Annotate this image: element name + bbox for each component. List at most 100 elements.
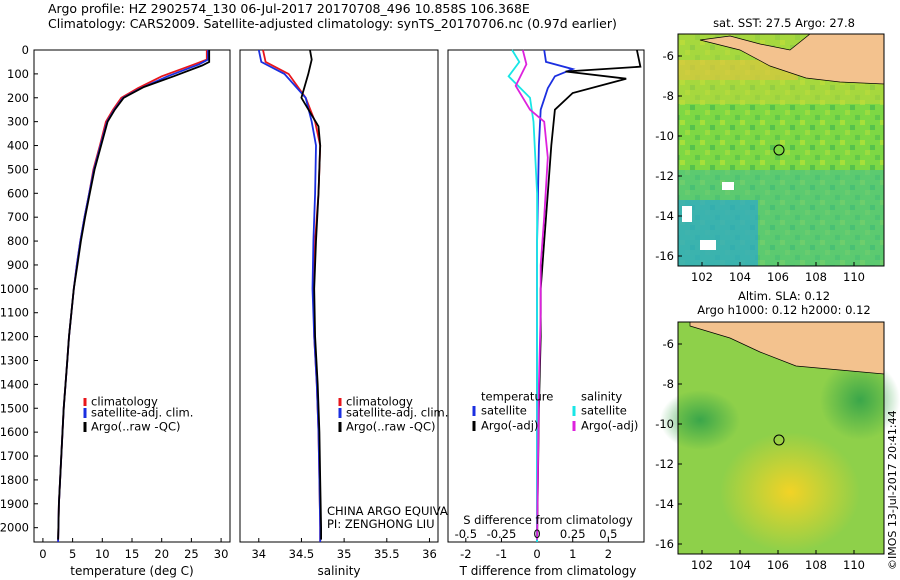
map-lat-tick-label: -6: [663, 337, 674, 351]
legend-salinity-title: salinity: [581, 390, 622, 404]
sst-argo-location-marker: [773, 144, 785, 156]
legend-salinity-argo-label: Argo(-adj): [581, 419, 638, 433]
temperature-plot-frame: [33, 49, 231, 543]
sst-map-frame: [677, 33, 885, 267]
map-lon-tick-label: 102: [691, 558, 713, 572]
depth-tick-label: 1800: [0, 473, 29, 487]
difference-tick-label: -1: [496, 547, 507, 561]
map-lon-tick-label: 106: [767, 558, 789, 572]
series-salinity-satellite: [507, 49, 538, 542]
figure-title-line2: Climatology: CARS2009. Satellite-adjuste…: [48, 16, 617, 31]
legend-climatology-label: climatology: [91, 395, 158, 409]
depth-tick-label: 500: [7, 162, 29, 176]
sla-map-frame: [677, 321, 885, 555]
legend-satellite-label: satellite-adj. clim.: [91, 406, 193, 420]
imos-stamp: ©IMOS 13-Jul-2017 20:41:44: [886, 410, 899, 570]
difference-xlabel: T difference from climatology: [459, 564, 637, 578]
map-lon-tick-label: 104: [729, 270, 751, 284]
series-salinity-argo-adj: [514, 49, 549, 540]
legend-argo-label: Argo(..raw -QC): [91, 420, 181, 434]
depth-tick-label: 1200: [0, 330, 29, 344]
sst-map: sat. SST: 27.5 Argo: 27.8 102 104 106 108 11…: [655, 16, 885, 284]
map-lon-tick-label: 110: [843, 270, 865, 284]
sst-missing-data: [700, 240, 716, 250]
salinity-panel: 34 34.5 35 35.5 36 salinity climatology sate…: [239, 49, 478, 578]
legend-argo-label: Argo(..raw -QC): [346, 420, 436, 434]
salinity-annotation-line2: PI: ZENGHONG LIU: [327, 517, 435, 531]
legend-temperature-argo-label: Argo(-adj): [481, 419, 538, 433]
figure-title-line1: Argo profile: HZ 2902574_130 06-Jul-2017…: [48, 1, 530, 16]
map-lon-tick-label: 106: [767, 270, 789, 284]
difference-top-label: S difference from climatology: [463, 513, 633, 527]
depth-tick-label: 1000: [0, 282, 29, 296]
difference-panel: -2 -1 0 1 2 T difference from climatology S …: [447, 49, 645, 578]
salinity-tick-label: 35: [337, 547, 352, 561]
s-difference-tick-label: -0.25: [487, 527, 517, 541]
s-difference-tick-label: 0.25: [560, 527, 586, 541]
difference-tick-label: -2: [460, 547, 471, 561]
salinity-xlabel: salinity: [317, 564, 360, 578]
temperature-tick-label: 15: [125, 547, 140, 561]
legend-salinity-satellite-label: satellite: [581, 404, 627, 418]
map-lat-tick-label: -8: [663, 89, 674, 103]
salinity-tick-label: 35.5: [374, 547, 400, 561]
series-argo-raw-qc: [57, 50, 211, 540]
map-lon-tick-label: 108: [805, 270, 827, 284]
depth-tick-label: 0: [22, 43, 29, 57]
salinity-tick-label: 34: [251, 547, 266, 561]
map-lat-tick-label: -12: [655, 169, 674, 183]
temperature-tick-label: 0: [39, 547, 46, 561]
map-lat-tick-label: -10: [655, 129, 674, 143]
depth-tick-label: 200: [7, 91, 29, 105]
depth-tick-label: 300: [7, 115, 29, 129]
map-lon-tick-label: 108: [805, 558, 827, 572]
sst-missing-data: [722, 182, 734, 190]
difference-plot-frame: [447, 49, 645, 543]
salinity-legend: climatology satellite-adj. clim. Argo(..…: [338, 395, 448, 434]
depth-tick-label: 1700: [0, 449, 29, 463]
depth-tick-label: 1900: [0, 497, 29, 511]
difference-tick-label: 2: [605, 547, 612, 561]
temperature-tick-label: 25: [184, 547, 199, 561]
map-lat-tick-label: -16: [655, 249, 674, 263]
s-difference-tick-label: 0: [533, 527, 540, 541]
depth-tick-label: 2000: [0, 521, 29, 535]
sla-low-anomaly: [660, 390, 740, 450]
map-lat-tick-label: -16: [655, 537, 674, 551]
depth-tick-label: 700: [7, 210, 29, 224]
legend-climatology-label: climatology: [346, 395, 413, 409]
map-lat-tick-label: -12: [655, 457, 674, 471]
sst-map-title: sat. SST: 27.5 Argo: 27.8: [713, 16, 855, 30]
salinity-tick-label: 34.5: [289, 547, 315, 561]
depth-tick-label: 600: [7, 186, 29, 200]
temperature-xlabel: temperature (deg C): [70, 564, 193, 578]
depth-tick-label: 900: [7, 258, 29, 272]
s-difference-tick-label: 0.5: [599, 527, 617, 541]
depth-tick-label: 1400: [0, 377, 29, 391]
map-lon-tick-label: 110: [843, 558, 865, 572]
map-lat-tick-label: -6: [663, 49, 674, 63]
temperature-legend: climatology satellite-adj. clim. Argo(..…: [83, 395, 193, 434]
depth-tick-label: 1600: [0, 425, 29, 439]
sla-map-title2: Argo h1000: 0.12 h2000: 0.12: [697, 303, 870, 317]
temperature-tick-label: 10: [95, 547, 110, 561]
difference-tick-label: 0: [533, 547, 540, 561]
legend-satellite-label: satellite-adj. clim.: [346, 406, 448, 420]
temperature-tick-label: 5: [69, 547, 76, 561]
temperature-tick-label: 20: [154, 547, 169, 561]
sla-map: Altim. SLA: 0.12 Argo h1000: 0.12 h2000:…: [655, 289, 900, 572]
sst-missing-data: [682, 206, 692, 222]
map-lat-tick-label: -14: [655, 209, 674, 223]
depth-tick-label: 400: [7, 139, 29, 153]
depth-tick-label: 800: [7, 234, 29, 248]
depth-tick-label: 1300: [0, 353, 29, 367]
sla-map-title1: Altim. SLA: 0.12: [738, 289, 830, 303]
map-lat-tick-label: -14: [655, 497, 674, 511]
s-difference-tick-label: -0.5: [455, 527, 477, 541]
salinity-plot-frame: [239, 49, 439, 543]
depth-tick-label: 100: [7, 67, 29, 81]
salinity-tick-label: 36: [422, 547, 437, 561]
sla-argo-location-marker: [773, 434, 785, 446]
